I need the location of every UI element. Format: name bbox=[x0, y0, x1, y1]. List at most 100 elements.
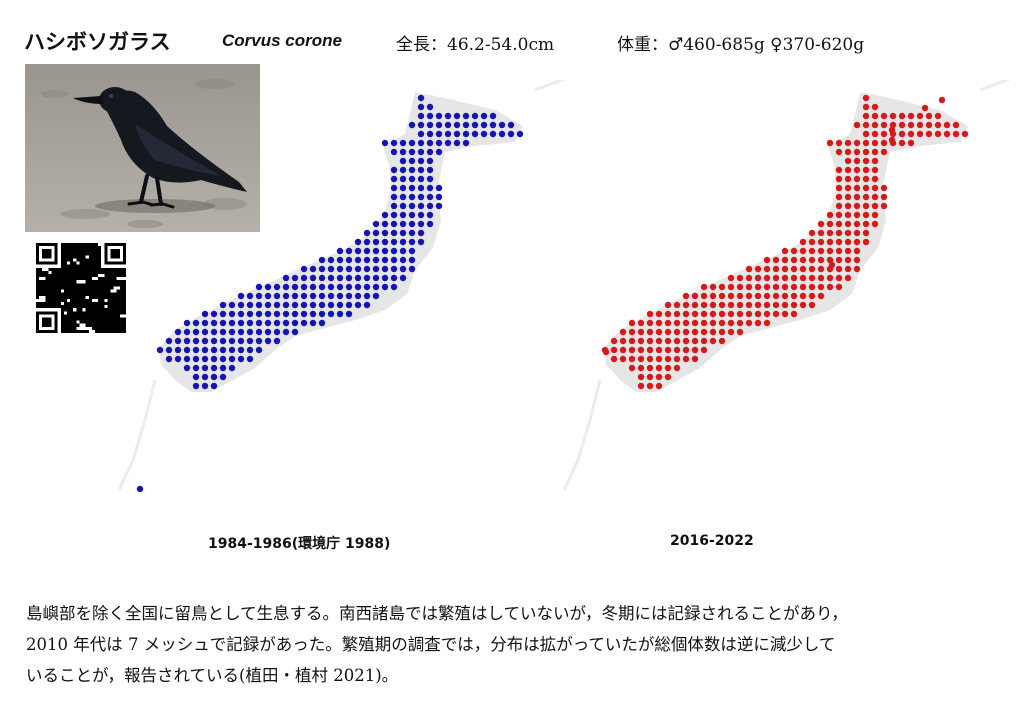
occurrence-dot bbox=[844, 274, 852, 282]
species-japanese-name: ハシボソガラス bbox=[24, 30, 171, 54]
occurrence-dot bbox=[273, 319, 281, 327]
occurrence-dot bbox=[255, 319, 263, 327]
occurrence-dot bbox=[192, 355, 200, 363]
occurrence-dot bbox=[781, 292, 789, 300]
occurrence-dot bbox=[925, 121, 933, 129]
occurrence-dot bbox=[309, 310, 317, 318]
occurrence-dot bbox=[880, 121, 888, 129]
occurrence-dot bbox=[835, 229, 843, 237]
occurrence-dot bbox=[462, 121, 470, 129]
occurrence-dot bbox=[799, 292, 807, 300]
occurrence-dot bbox=[646, 364, 654, 372]
occurrence-dot bbox=[619, 328, 627, 336]
occurrence-dot bbox=[417, 103, 425, 111]
occurrence-dot bbox=[435, 148, 443, 156]
occurrence-dot bbox=[363, 292, 371, 300]
occurrence-dot bbox=[255, 292, 263, 300]
occurrence-dot bbox=[390, 175, 398, 183]
occurrence-dot bbox=[282, 319, 290, 327]
occurrence-dot bbox=[619, 346, 627, 354]
occurrence-dot bbox=[372, 229, 380, 237]
occurrence-dot bbox=[408, 229, 416, 237]
occurrence-dot bbox=[390, 166, 398, 174]
occurrence-dot bbox=[183, 364, 191, 372]
occurrence-dot bbox=[417, 211, 425, 219]
occurrence-dot bbox=[435, 121, 443, 129]
occurrence-dot bbox=[700, 292, 708, 300]
occurrence-dot bbox=[889, 121, 897, 129]
occurrence-dot bbox=[210, 310, 218, 318]
occurrence-dot bbox=[655, 373, 663, 381]
occurrence-dot bbox=[934, 130, 942, 138]
occurrence-dot bbox=[646, 337, 654, 345]
occurrence-dot bbox=[862, 238, 870, 246]
occurrence-dot bbox=[772, 265, 780, 273]
occurrence-dot bbox=[300, 274, 308, 282]
occurrence-dot bbox=[390, 184, 398, 192]
occurrence-dot bbox=[862, 103, 870, 111]
occurrence-dot bbox=[210, 355, 218, 363]
occurrence-dot bbox=[853, 238, 861, 246]
occurrence-dot bbox=[835, 256, 843, 264]
occurrence-dot bbox=[934, 121, 942, 129]
occurrence-dot bbox=[300, 292, 308, 300]
occurrence-dot bbox=[201, 355, 209, 363]
occurrence-dot bbox=[799, 301, 807, 309]
occurrence-dot bbox=[844, 220, 852, 228]
occurrence-dot bbox=[309, 292, 317, 300]
occurrence-dot bbox=[381, 274, 389, 282]
occurrence-dot bbox=[399, 148, 407, 156]
occurrence-dot bbox=[399, 265, 407, 273]
body-weight: 体重：♂460-685g ♀370-620g bbox=[617, 35, 865, 55]
occurrence-dot bbox=[727, 328, 735, 336]
occurrence-dot bbox=[228, 337, 236, 345]
occurrence-dot bbox=[291, 283, 299, 291]
occurrence-dot bbox=[790, 256, 798, 264]
occurrence-dot bbox=[201, 346, 209, 354]
occurrence-dot bbox=[264, 283, 272, 291]
occurrence-dot bbox=[646, 310, 654, 318]
occurrence-dot bbox=[862, 202, 870, 210]
occurrence-dot bbox=[808, 283, 816, 291]
qr-code[interactable] bbox=[36, 243, 126, 333]
occurrence-dot bbox=[327, 274, 335, 282]
occurrence-dot bbox=[399, 274, 407, 282]
occurrence-dot bbox=[426, 193, 434, 201]
occurrence-dot bbox=[498, 121, 506, 129]
occurrence-dot bbox=[417, 238, 425, 246]
occurrence-dot bbox=[291, 319, 299, 327]
occurrence-dot bbox=[381, 265, 389, 273]
occurrence-dot bbox=[808, 229, 816, 237]
occurrence-dot bbox=[709, 283, 717, 291]
occurrence-dot bbox=[844, 247, 852, 255]
occurrence-dot bbox=[934, 112, 942, 120]
occurrence-dot bbox=[363, 229, 371, 237]
occurrence-dot bbox=[682, 355, 690, 363]
occurrence-dot bbox=[826, 229, 834, 237]
occurrence-dot bbox=[237, 310, 245, 318]
occurrence-dot bbox=[201, 364, 209, 372]
occurrence-dot bbox=[673, 328, 681, 336]
occurrence-dot bbox=[210, 328, 218, 336]
occurrence-dot bbox=[745, 283, 753, 291]
occurrence-dot bbox=[835, 166, 843, 174]
occurrence-dot bbox=[336, 292, 344, 300]
occurrence-dot bbox=[844, 166, 852, 174]
occurrence-dot bbox=[282, 310, 290, 318]
occurrence-dot bbox=[682, 319, 690, 327]
occurrence-dot bbox=[237, 301, 245, 309]
occurrence-dot bbox=[637, 373, 645, 381]
occurrence-dot bbox=[507, 130, 515, 138]
occurrence-dot bbox=[844, 184, 852, 192]
occurrence-dot bbox=[399, 220, 407, 228]
occurrence-dot bbox=[871, 202, 879, 210]
occurrence-dot bbox=[354, 301, 362, 309]
occurrence-dot bbox=[862, 130, 870, 138]
occurrence-dot bbox=[853, 175, 861, 183]
occurrence-dot bbox=[655, 382, 663, 390]
occurrence-dot bbox=[471, 112, 479, 120]
occurrence-dot bbox=[853, 184, 861, 192]
occurrence-dot bbox=[709, 337, 717, 345]
occurrence-dot bbox=[237, 355, 245, 363]
occurrence-dot bbox=[462, 112, 470, 120]
